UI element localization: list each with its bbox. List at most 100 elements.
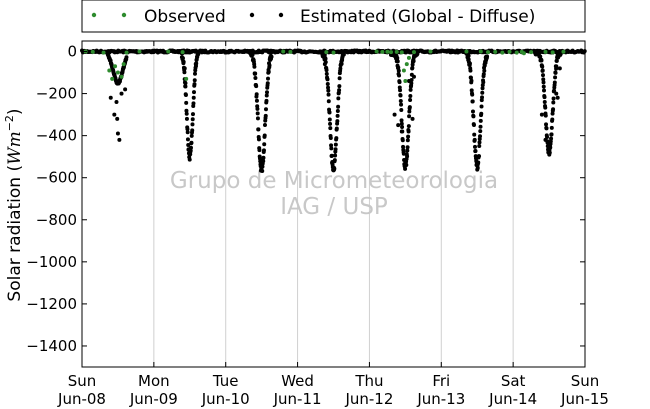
estimated-point [192, 82, 197, 87]
estimated-point [342, 49, 347, 54]
estimated-point [542, 99, 547, 104]
estimated-point [190, 112, 195, 117]
y-tick-label: −1200 [26, 295, 77, 313]
x-tick-label-date: Jun-09 [129, 390, 178, 408]
estimated-point [265, 81, 270, 86]
estimated-point [554, 91, 559, 96]
estimated-point [550, 111, 555, 116]
observed-point [399, 50, 404, 55]
observed-point [493, 49, 498, 54]
observed-point [464, 49, 469, 54]
estimated-point [552, 88, 557, 93]
plot-area: Grupo de Micrometeorologia IAG / USP [80, 40, 587, 368]
estimated-point [551, 96, 556, 101]
estimated-point [334, 126, 339, 131]
estimated-point [472, 137, 477, 142]
estimated-point [337, 88, 342, 93]
estimated-point [192, 78, 197, 83]
x-tick-label-day: Mon [138, 372, 170, 390]
legend-box [81, 0, 586, 33]
estimated-point [192, 71, 197, 76]
observed-point [115, 70, 120, 75]
y-tick-label: 0 [67, 43, 77, 61]
estimated-point [191, 90, 196, 95]
x-tick-label-day: Wed [281, 372, 314, 390]
estimated-point [481, 72, 486, 77]
estimated-point [264, 90, 269, 95]
estimated-point [541, 84, 546, 89]
estimated-point [328, 136, 333, 141]
estimated-point [395, 59, 400, 64]
estimated-point [256, 127, 261, 132]
estimated-point [190, 128, 195, 133]
x-tick-label-day: Thu [354, 372, 383, 390]
observed-point [401, 68, 406, 73]
estimated-point [396, 123, 401, 128]
estimated-point [406, 134, 411, 139]
estimated-point [182, 70, 187, 75]
estimated-point [410, 65, 415, 70]
estimated-point [115, 131, 120, 136]
estimated-point [471, 123, 476, 128]
estimated-point [483, 55, 488, 60]
estimated-point [323, 56, 328, 61]
estimated-point [539, 112, 544, 117]
estimated-point [399, 118, 404, 123]
estimated-point [196, 52, 201, 57]
estimated-point [333, 153, 338, 158]
estimated-point [553, 75, 558, 80]
estimated-point [470, 92, 475, 97]
estimated-point [188, 148, 193, 153]
estimated-point [256, 137, 261, 142]
estimated-point [332, 166, 337, 171]
observed-point [394, 49, 399, 54]
estimated-point [411, 74, 416, 79]
estimated-point [260, 168, 265, 173]
estimated-point [472, 132, 477, 137]
estimated-point [334, 136, 339, 141]
y-axis-label-exponent: −2 [3, 115, 16, 131]
estimated-point [194, 61, 199, 66]
estimated-point [404, 163, 409, 168]
estimated-point [184, 100, 189, 105]
observed-point [324, 50, 329, 55]
estimated-point [538, 54, 543, 59]
estimated-point [255, 111, 260, 116]
watermark: Grupo de Micrometeorologia IAG / USP [170, 168, 498, 220]
estimated-point [187, 157, 192, 162]
legend-estimated-label: Estimated (Global - Diffuse) [300, 7, 535, 27]
estimated-point [544, 126, 549, 131]
estimated-point [408, 94, 413, 99]
estimated-point [260, 164, 265, 169]
estimated-point [545, 140, 550, 145]
estimated-point [469, 78, 474, 83]
legend-observed-marker [121, 12, 127, 18]
estimated-point [540, 64, 545, 69]
estimated-point [555, 95, 560, 100]
estimated-point [553, 70, 558, 75]
estimated-point [466, 53, 471, 58]
estimated-point [480, 90, 485, 95]
estimated-point [328, 126, 333, 131]
plot-background [82, 41, 585, 367]
estimated-point [415, 51, 420, 56]
estimated-point [547, 150, 552, 155]
estimated-point [477, 140, 482, 145]
x-tick-label-date: Jun-10 [201, 390, 250, 408]
x-tick-label-date: Jun-15 [560, 390, 609, 408]
legend-observed-marker [91, 12, 97, 18]
observed-point [411, 50, 416, 55]
estimated-point [405, 138, 410, 143]
estimated-point [266, 69, 271, 74]
estimated-point [478, 134, 483, 139]
estimated-point [396, 68, 401, 73]
x-tick-label-day: Sat [501, 372, 526, 390]
estimated-point [268, 51, 273, 56]
estimated-point [396, 65, 401, 70]
estimated-point [335, 108, 340, 113]
observed-point [166, 49, 171, 54]
estimated-point [467, 61, 472, 66]
estimated-point [117, 137, 122, 142]
estimated-point [185, 130, 190, 135]
